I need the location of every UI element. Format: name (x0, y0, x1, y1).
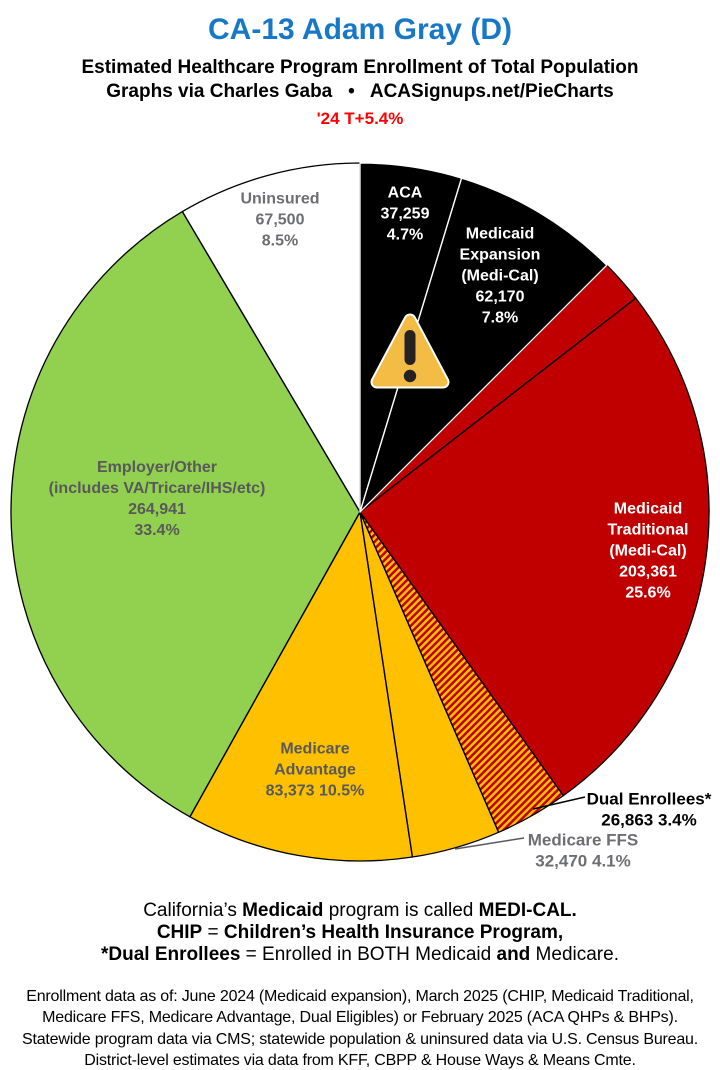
delta-badge: '24 T+5.4% (316, 109, 404, 128)
pie-label-medicaid-traditional: Medicaid Traditional (Medi-Cal) 203,361 25.6… (608, 501, 689, 602)
footnote-line: California’s Medicaid program is called … (143, 900, 577, 921)
header: CA-13 Adam Gray (D) Estimated Healthcare… (0, 0, 720, 129)
source-line: Medicare FFS, Medicare Advantage, Dual E… (42, 1009, 678, 1027)
pie-label-medicare-advantage: Medicare Advantage 83,373 10.5% (266, 741, 365, 800)
pie-slice-dual-enrollees (360, 512, 564, 833)
footnote-definitions: California’s Medicaid program is called … (0, 900, 720, 966)
pie-slice-medicaid-traditional (360, 298, 709, 796)
pie-label-aca: ACA 37,259 4.7% (381, 185, 430, 244)
pie-slice-border-medicaid-traditional (359, 297, 710, 797)
pie-slice-employer-other (10, 211, 360, 817)
footnote-line: CHIP = Children’s Health Insurance Progr… (156, 922, 564, 943)
source-line: Statewide program data via CMS; statewid… (21, 1030, 698, 1048)
pie-label-medicaid-expansion: Medicaid Expansion (Medi-Cal) 62,170 7.8% (460, 226, 541, 327)
pie-label-dual-enrollees: Dual Enrollees* 26,863 3.4% (587, 790, 712, 830)
footnote-line: *Dual Enrollees = Enrolled in BOTH Medic… (101, 944, 619, 965)
pie-slice-chip (360, 265, 636, 512)
page-title: CA-13 Adam Gray (D) (208, 13, 512, 46)
data-source-notes: Enrollment data as of: June 2024 (Medica… (0, 986, 720, 1070)
pie-slice-border-employer-other (10, 210, 361, 818)
pie-slice-uninsured (182, 163, 360, 512)
exclamation-dot (403, 369, 417, 383)
pie-slice-border-medicaid-expansion (359, 177, 608, 513)
pie-slice-medicaid-expansion (360, 178, 607, 513)
source-line: Enrollment data as of: June 2024 (Medica… (26, 988, 694, 1005)
source-line: District-level estimates via data from K… (84, 1052, 636, 1070)
credit-line: Graphs via Charles Gaba • ACASignups.net… (106, 81, 614, 102)
leader-line-medicare-ffs (454, 837, 525, 850)
pie-slice-border-uninsured (181, 162, 361, 513)
leader-line-dual-enrollees (532, 796, 586, 810)
pie-label-medicare-ffs: Medicare FFS 32,470 4.1% (528, 831, 639, 871)
pie-slice-medicare-advantage (189, 512, 413, 862)
pie-label-uninsured: Uninsured 67,500 8.5% (240, 191, 319, 250)
pie-chart-svg: ACA 37,259 4.7% Medicaid Expansion (Medi-Cal)… (10, 162, 712, 871)
pie-label-employer-other: Employer/Other (includes VA/Tricare/IHS/e… (49, 459, 266, 539)
chart-subtitle: Estimated Healthcare Program Enrollment … (81, 57, 639, 78)
pie-slice-medicare-ffs (360, 512, 499, 858)
pie-slice-border-medicare-advantage (189, 511, 414, 862)
exclamation-bar (404, 330, 416, 365)
warning-icon (370, 313, 450, 389)
